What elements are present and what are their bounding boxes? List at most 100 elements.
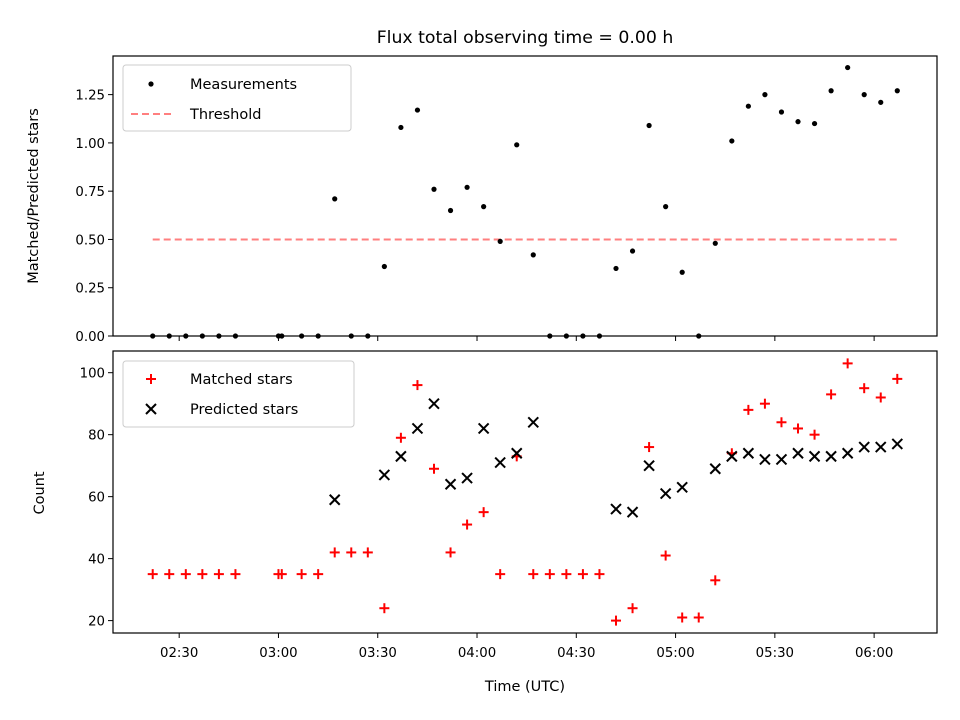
matched-star-point [296,569,307,580]
matched-star-point [875,392,886,403]
measurement-point [845,64,851,71]
top-y-axis: 0.00 0.25 0.50 0.75 1.00 1.25 [75,89,113,345]
predicted-star-point [808,450,821,463]
measurement-point [729,138,735,144]
predicted-star-point [858,441,870,453]
predicted-star-point [511,447,523,459]
top-y-tick-label: 0.00 [75,330,105,345]
predicted-star-point [875,441,887,453]
x-tick-label: 05:30 [756,646,794,661]
measurement-point [381,263,387,270]
top-y-tick-label: 0.75 [75,185,105,200]
bottom-y-tick-label: 80 [88,429,105,444]
matched-star-point [693,612,704,623]
matched-star-point [793,423,804,434]
matched-star-point [276,569,287,580]
predicted-star-point [610,503,622,515]
bottom-plot-frame [112,350,938,634]
predicted-star-point [378,469,391,481]
legend-predicted-label: Predicted stars [190,402,298,418]
measurement-point [431,186,437,192]
bottom-legend: Matched stars Predicted stars [122,360,355,428]
measurement-point [481,204,487,210]
measurement-point [745,103,751,109]
bottom-y-tick-label: 100 [80,367,105,382]
predicted-star-point [726,450,738,463]
matched-star-point [627,603,638,614]
bottom-plot-data [147,358,903,626]
bottom-y-axis-label: Count [32,471,48,514]
matched-star-point [395,432,406,443]
measurement-point [762,92,768,98]
predicted-star-point [841,447,854,459]
matched-star-point [710,575,721,586]
x-tick-label: 02:30 [160,646,198,661]
matched-star-point [759,398,770,409]
measurement-point [332,196,338,202]
predicted-star-point [759,453,771,466]
x-tick-label: 06:00 [855,646,893,661]
x-axis: 02:30 03:00 03:30 04:00 04:30 05:00 05:30 06:00 [160,336,893,661]
matched-star-point [164,569,175,580]
x-tick-label: 03:00 [259,646,297,661]
top-y-axis-label: Matched/Predicted stars [26,108,42,284]
x-tick-label: 05:00 [656,646,694,661]
matched-star-point [230,569,241,580]
predicted-star-point [461,472,473,484]
matched-star-point [445,547,456,558]
predicted-star-point [792,447,804,459]
predicted-star-point [891,438,903,450]
matched-star-point [428,463,439,474]
measurement-point [398,124,404,131]
matched-star-point [147,569,158,580]
matched-star-point [644,442,655,453]
matched-star-point [329,547,340,558]
x-tick-label: 03:30 [359,646,397,661]
matched-star-point [743,404,754,415]
measurement-point [497,238,503,244]
x-tick-label: 04:00 [458,646,496,661]
measurement-point [514,142,520,148]
measurement-point [663,204,669,210]
legend-measurements-label: Measurements [190,77,297,93]
top-legend-box [122,64,352,132]
measurement-point [712,240,718,246]
measurement-point [894,88,900,94]
matched-star-point [180,569,191,580]
bottom-y-tick-label: 20 [88,615,105,630]
measurement-point [464,184,470,190]
matched-star-point [826,389,837,400]
matched-star-point [412,380,423,391]
measurement-point [679,269,685,275]
predicted-star-point [527,416,539,428]
matched-star-point [379,603,390,614]
matched-star-point [362,547,373,558]
chart-title: Flux total observing time = 0.00 h [377,28,674,48]
matched-star-point [462,519,473,530]
matched-star-point [346,547,357,558]
matched-star-point [478,507,489,518]
predicted-star-point [444,478,457,490]
bottom-y-tick-label: 40 [88,553,105,568]
predicted-star-point [709,463,721,475]
matched-star-point [495,569,506,580]
bottom-y-tick-label: 60 [88,491,105,506]
predicted-star-point [676,481,688,494]
measurement-point [828,88,834,94]
top-y-tick-label: 0.25 [75,282,105,297]
matched-star-point [313,569,324,580]
matched-star-point [809,429,820,440]
top-y-tick-label: 0.50 [75,233,105,248]
matched-star-point [677,612,688,623]
matched-star-point [561,569,572,580]
measurement-point [447,207,454,214]
matched-star-point [577,569,588,580]
predicted-star-point [626,506,639,518]
predicted-star-point [742,447,755,459]
measurement-point [811,120,818,127]
top-y-tick-label: 1.00 [75,137,105,152]
top-plot-data [150,64,900,339]
legend-measurements-marker [148,81,154,87]
matched-star-point [842,358,853,369]
